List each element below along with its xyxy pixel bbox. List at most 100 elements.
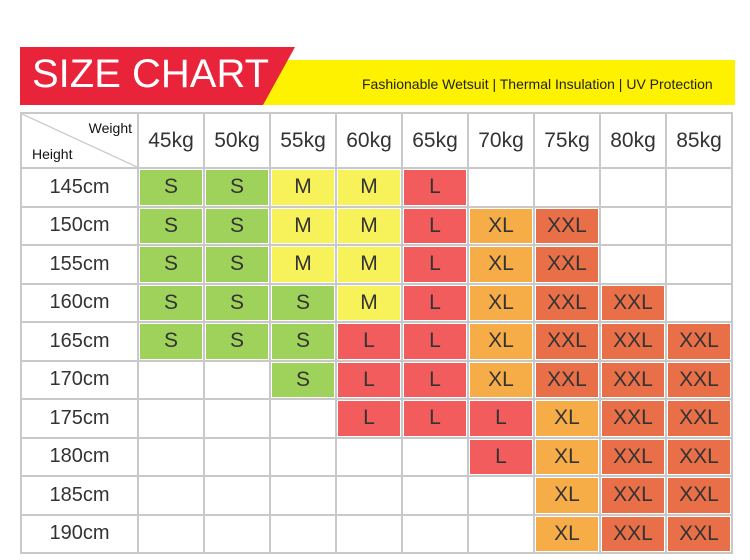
size-cell: L — [467, 436, 535, 477]
empty-cell — [335, 513, 403, 554]
title: SIZE CHART — [32, 52, 270, 96]
size-cell: XXL — [533, 244, 601, 285]
corner-cell: Weight Height — [20, 112, 139, 169]
size-cell: XXL — [665, 513, 733, 554]
size-cell: XXL — [599, 513, 667, 554]
size-cell: L — [401, 205, 469, 246]
column-header: 65kg — [401, 112, 469, 169]
size-cell: S — [203, 244, 271, 285]
row-header: 155cm — [20, 244, 139, 285]
size-cell: S — [203, 205, 271, 246]
size-cell: L — [401, 398, 469, 439]
empty-cell — [467, 513, 535, 554]
size-cell: S — [269, 321, 337, 362]
row-header: 150cm — [20, 205, 139, 246]
empty-cell — [203, 359, 271, 400]
empty-cell — [269, 475, 337, 516]
size-cell: L — [467, 398, 535, 439]
size-cell: S — [137, 321, 205, 362]
empty-cell — [467, 167, 535, 208]
size-cell: XXL — [665, 359, 733, 400]
table-row: 180cm L XL XXL XXL — [20, 436, 733, 477]
size-cell: S — [137, 244, 205, 285]
row-header: 175cm — [20, 398, 139, 439]
size-cell: M — [335, 167, 403, 208]
empty-cell — [665, 282, 733, 323]
size-cell: M — [335, 205, 403, 246]
empty-cell — [533, 167, 601, 208]
size-table: Weight Height 45kg 50kg 55kg 60kg 65kg 70kg 75kg… — [20, 112, 733, 554]
row-header: 145cm — [20, 167, 139, 208]
size-cell: XL — [533, 398, 601, 439]
row-header: 165cm — [20, 321, 139, 362]
empty-cell — [203, 513, 271, 554]
size-cell: M — [335, 282, 403, 323]
column-axis-label: Weight — [88, 120, 132, 136]
size-cell: XXL — [599, 398, 667, 439]
size-cell: XXL — [599, 321, 667, 362]
size-cell: L — [335, 398, 403, 439]
empty-cell — [137, 475, 205, 516]
size-cell: L — [401, 282, 469, 323]
column-header: 75kg — [533, 112, 601, 169]
size-cell: M — [335, 244, 403, 285]
table-row: 150cm S S M M L XL XXL — [20, 205, 733, 246]
header-graphics — [20, 47, 735, 105]
empty-cell — [599, 205, 667, 246]
size-cell: M — [269, 244, 337, 285]
subtitle: Fashionable Wetsuit | Thermal Insulation… — [362, 76, 713, 92]
empty-cell — [137, 436, 205, 477]
size-cell: M — [269, 205, 337, 246]
empty-cell — [269, 436, 337, 477]
size-cell: S — [137, 205, 205, 246]
size-cell: L — [401, 244, 469, 285]
table-row: 185cm XL XXL XXL — [20, 475, 733, 516]
size-cell: S — [269, 282, 337, 323]
subtitle-band — [255, 60, 735, 105]
size-cell: XXL — [599, 282, 667, 323]
size-cell: S — [137, 282, 205, 323]
size-cell: S — [203, 282, 271, 323]
empty-cell — [335, 436, 403, 477]
table-row: 175cm L L L XL XXL XXL — [20, 398, 733, 439]
row-header: 170cm — [20, 359, 139, 400]
column-header: 45kg — [137, 112, 205, 169]
size-cell: XXL — [599, 475, 667, 516]
size-cell: XXL — [665, 321, 733, 362]
empty-cell — [269, 398, 337, 439]
size-cell: XXL — [533, 321, 601, 362]
size-cell: XXL — [599, 436, 667, 477]
size-cell: XXL — [665, 398, 733, 439]
size-cell: L — [335, 321, 403, 362]
size-cell: XXL — [665, 436, 733, 477]
size-cell: S — [203, 321, 271, 362]
size-cell: XL — [533, 436, 601, 477]
column-header: 60kg — [335, 112, 403, 169]
table-row: 145cm S S M M L — [20, 167, 733, 208]
empty-cell — [137, 398, 205, 439]
size-cell: XL — [467, 244, 535, 285]
empty-cell — [599, 167, 667, 208]
empty-cell — [203, 398, 271, 439]
empty-cell — [203, 436, 271, 477]
table-row: 190cm XL XXL XXL — [20, 513, 733, 554]
empty-cell — [269, 513, 337, 554]
size-cell: XXL — [533, 282, 601, 323]
table-row: 155cm S S M M L XL XXL — [20, 244, 733, 285]
column-header: 70kg — [467, 112, 535, 169]
empty-cell — [665, 205, 733, 246]
header-row: Weight Height 45kg 50kg 55kg 60kg 65kg 70kg 75kg… — [20, 112, 733, 169]
empty-cell — [137, 359, 205, 400]
empty-cell — [401, 513, 469, 554]
size-cell: XL — [467, 321, 535, 362]
size-cell: XL — [533, 475, 601, 516]
empty-cell — [467, 475, 535, 516]
row-header: 160cm — [20, 282, 139, 323]
size-cell: S — [203, 167, 271, 208]
table-row: 170cm S L L XL XXL XXL XXL — [20, 359, 733, 400]
size-cell: L — [401, 359, 469, 400]
row-header: 180cm — [20, 436, 139, 477]
column-header: 50kg — [203, 112, 271, 169]
table-row: 160cm S S S M L XL XXL XXL — [20, 282, 733, 323]
